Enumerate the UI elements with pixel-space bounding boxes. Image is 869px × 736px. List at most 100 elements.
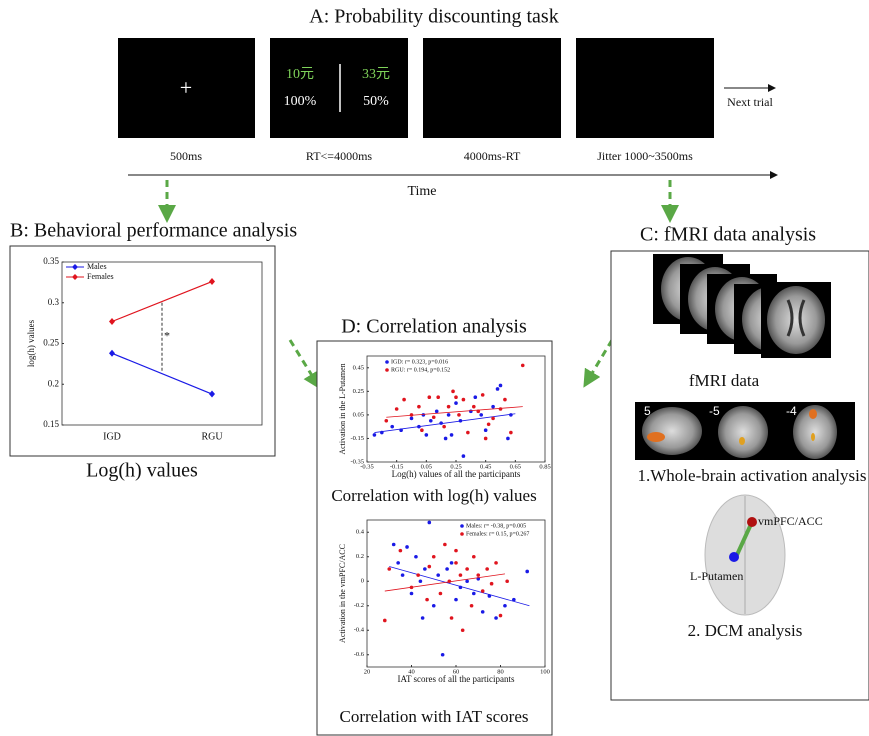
screen-label: 4000ms-RT <box>464 149 521 163</box>
y-tick-label: 0.45 <box>353 364 364 371</box>
point <box>491 404 495 409</box>
x-tick-label: 40 <box>408 668 415 675</box>
slice-label: -5 <box>709 404 720 418</box>
screen <box>118 38 255 138</box>
point <box>509 430 513 435</box>
point <box>458 573 463 577</box>
point <box>414 554 418 559</box>
point <box>454 548 458 553</box>
legend-marker <box>385 368 389 372</box>
point <box>509 413 513 417</box>
x-tick-label: RGU <box>201 431 223 442</box>
point <box>431 415 436 420</box>
x-tick-label: 0.05 <box>421 463 432 470</box>
point <box>485 567 489 571</box>
point <box>454 401 458 405</box>
point <box>454 597 458 602</box>
point <box>520 363 525 368</box>
brain-top-view <box>704 494 786 616</box>
y-tick-label: -0.6 <box>354 651 365 658</box>
y-tick-label: 0.25 <box>43 338 59 348</box>
fit-line <box>386 406 523 418</box>
point <box>498 407 503 411</box>
flow-arrow <box>583 339 614 388</box>
y-tick-label: 0.3 <box>48 297 60 307</box>
panel-c-title: C: fMRI data analysis <box>640 224 816 246</box>
point <box>402 397 406 402</box>
activation-slices <box>635 402 855 460</box>
y-tick-label: 0.35 <box>43 256 59 266</box>
series-line <box>111 281 213 323</box>
fixation: + <box>180 75 192 100</box>
point <box>443 542 447 547</box>
y-axis-label: log(h) values <box>26 319 36 367</box>
point <box>400 573 405 577</box>
point <box>476 573 481 577</box>
point <box>372 433 377 437</box>
caption: Log(h) values <box>86 460 198 482</box>
legend-label: Males <box>87 262 107 271</box>
point <box>383 618 387 623</box>
point <box>465 579 469 584</box>
y-tick-label: 0.15 <box>43 419 59 429</box>
point <box>409 416 414 421</box>
point <box>454 561 458 565</box>
slice-label: 5 <box>644 404 651 418</box>
point <box>431 603 436 608</box>
point <box>423 567 427 571</box>
marker <box>209 278 215 286</box>
point <box>472 591 476 596</box>
x-tick-label: 100 <box>540 668 550 675</box>
point <box>440 652 445 657</box>
point <box>409 591 414 596</box>
point <box>479 413 484 417</box>
screen <box>270 38 408 138</box>
point <box>442 424 446 429</box>
legend-marker <box>385 360 389 364</box>
point <box>472 554 476 559</box>
point <box>480 589 485 593</box>
point <box>391 542 396 547</box>
y-axis-label: Activation in the vmPFC/ACC <box>338 544 347 643</box>
point <box>424 433 429 437</box>
point <box>498 613 503 618</box>
point <box>503 397 507 402</box>
y-tick-label: -0.4 <box>354 627 365 634</box>
x-tick-label: IGD <box>103 431 121 442</box>
screen-label: Jitter 1000~3500ms <box>597 149 693 163</box>
point <box>427 395 432 400</box>
point <box>491 416 495 421</box>
screen <box>423 38 561 138</box>
amount: 33元 <box>362 67 390 82</box>
x-tick-label: 0.85 <box>539 463 550 470</box>
point <box>427 520 432 525</box>
caption: fMRI data <box>689 371 760 390</box>
point <box>472 404 476 409</box>
fmri-stack <box>653 254 831 358</box>
marker <box>209 390 215 398</box>
marker <box>109 349 115 357</box>
x-tick-label: 0.45 <box>480 463 491 470</box>
point <box>427 564 432 569</box>
caption: 1.Whole-brain activation analysis <box>638 466 867 485</box>
probability: 50% <box>363 94 389 109</box>
point <box>469 603 474 608</box>
point <box>446 404 451 409</box>
point <box>394 407 399 411</box>
x-tick-label: 0.65 <box>510 463 521 470</box>
point <box>495 387 500 391</box>
region-label: L-Putamen <box>690 569 743 583</box>
point <box>390 424 395 429</box>
time-label: Time <box>407 184 436 199</box>
point <box>425 597 429 602</box>
point <box>469 409 473 414</box>
next-label: Next trial <box>727 95 773 109</box>
point <box>434 409 439 414</box>
legend-label: RGU: r= 0.194, p=0.152 <box>391 367 450 373</box>
point <box>460 628 465 633</box>
x-tick-label: 20 <box>364 668 371 675</box>
y-tick-label: 0.2 <box>356 553 364 560</box>
x-tick-label: 60 <box>453 668 460 675</box>
x-axis-label: IAT scores of all the participants <box>397 674 515 684</box>
